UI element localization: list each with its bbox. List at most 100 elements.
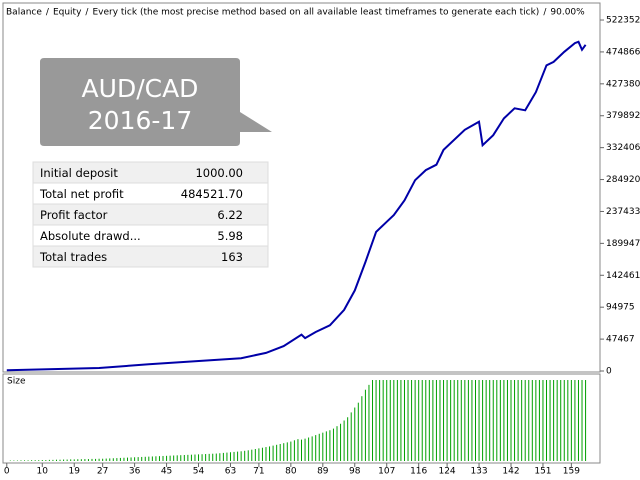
size-bar	[80, 459, 82, 461]
size-bar	[528, 380, 530, 461]
size-bar	[162, 455, 164, 461]
x-tick-label: 80	[285, 467, 297, 477]
size-bar	[141, 456, 143, 461]
size-bar	[322, 432, 324, 461]
header-text: Every tick (the most precise method base…	[92, 8, 539, 18]
size-bar	[279, 443, 281, 461]
x-tick-label: 45	[161, 467, 172, 477]
size-bar	[205, 454, 207, 461]
callout-line: 2016-17	[88, 106, 192, 135]
size-bar	[318, 433, 320, 461]
size-bar	[158, 456, 160, 461]
size-bar	[489, 380, 491, 461]
size-bar	[471, 380, 473, 461]
x-tick-label: 54	[193, 467, 205, 477]
size-bar	[155, 456, 157, 461]
size-bar	[396, 380, 398, 461]
size-bar	[276, 444, 278, 461]
size-bar	[492, 380, 494, 461]
size-bar	[166, 455, 168, 461]
x-tick-label: 142	[502, 467, 519, 477]
header-text: /	[85, 8, 89, 18]
y-tick-label: 332406	[606, 143, 640, 153]
y-tick-label: 47467	[606, 335, 635, 345]
size-bar	[258, 448, 260, 461]
header-text: 90.00%	[550, 8, 585, 18]
x-tick-label: 159	[563, 467, 580, 477]
size-bar	[127, 457, 129, 461]
header-text: Equity	[53, 8, 82, 18]
size-bar	[304, 438, 306, 461]
size-bar	[577, 380, 579, 461]
header-text: /	[543, 8, 547, 18]
size-bar	[226, 452, 228, 461]
size-bar	[421, 380, 423, 461]
size-bar	[290, 441, 292, 461]
size-bar	[169, 455, 171, 461]
size-bar	[499, 380, 501, 461]
size-bar	[581, 380, 583, 461]
size-bar	[546, 380, 548, 461]
x-tick-label: 133	[470, 467, 487, 477]
size-bar	[34, 460, 36, 461]
table-row	[32, 245, 269, 268]
size-bar	[66, 459, 68, 461]
size-bar	[336, 426, 338, 461]
size-bar	[180, 455, 182, 461]
x-tick-label: 36	[129, 467, 141, 477]
size-bar	[20, 460, 22, 461]
size-bar	[418, 380, 420, 461]
size-bar	[215, 453, 217, 461]
size-bar	[269, 446, 271, 461]
size-bar	[482, 380, 484, 461]
size-bar	[116, 458, 118, 461]
size-bar	[521, 380, 523, 461]
x-tick-label: 71	[253, 467, 264, 477]
callout-line: AUD/CAD	[82, 74, 199, 103]
table-label: Absolute drawd...	[40, 229, 141, 243]
size-bar	[432, 380, 434, 461]
size-bar	[283, 443, 285, 461]
size-bar	[198, 454, 200, 461]
y-tick-label: 0	[606, 367, 612, 377]
size-bar	[340, 423, 342, 461]
size-bar	[496, 380, 498, 461]
size-bar	[201, 454, 203, 461]
size-bar	[474, 380, 476, 461]
size-bar	[485, 380, 487, 461]
size-bar	[244, 450, 246, 461]
x-tick-label: 10	[37, 467, 49, 477]
table-label: Initial deposit	[40, 166, 118, 180]
size-bar	[134, 457, 136, 461]
size-bar	[123, 457, 125, 461]
table-value: 6.22	[217, 208, 243, 222]
size-bar	[187, 454, 189, 461]
size-bar	[109, 458, 111, 461]
y-tick-label: 237433	[606, 207, 640, 217]
stats-table: Initial deposit 1000.00 Total net profit 48…	[32, 161, 269, 268]
size-bar	[315, 435, 317, 461]
size-bar	[478, 380, 480, 461]
size-bar	[233, 451, 235, 461]
size-bar	[45, 460, 47, 461]
y-tick-label: 284920	[606, 175, 640, 185]
size-bar	[389, 380, 391, 461]
size-bar	[514, 380, 516, 461]
size-bar	[439, 380, 441, 461]
size-bar	[428, 380, 430, 461]
x-tick-label: 116	[410, 467, 427, 477]
size-bar	[229, 452, 231, 461]
y-tick-label: 142461	[606, 271, 640, 281]
size-bar	[407, 380, 409, 461]
size-bar	[517, 380, 519, 461]
size-bar	[77, 459, 79, 461]
table-value: 163	[221, 250, 243, 264]
size-bar	[464, 380, 466, 461]
size-title: Size	[7, 377, 26, 387]
table-value: 5.98	[217, 229, 243, 243]
size-bar	[27, 460, 29, 461]
size-bar	[293, 440, 295, 461]
size-bar	[372, 380, 374, 461]
y-tick-label: 189947	[606, 239, 640, 249]
size-bar	[311, 436, 313, 461]
